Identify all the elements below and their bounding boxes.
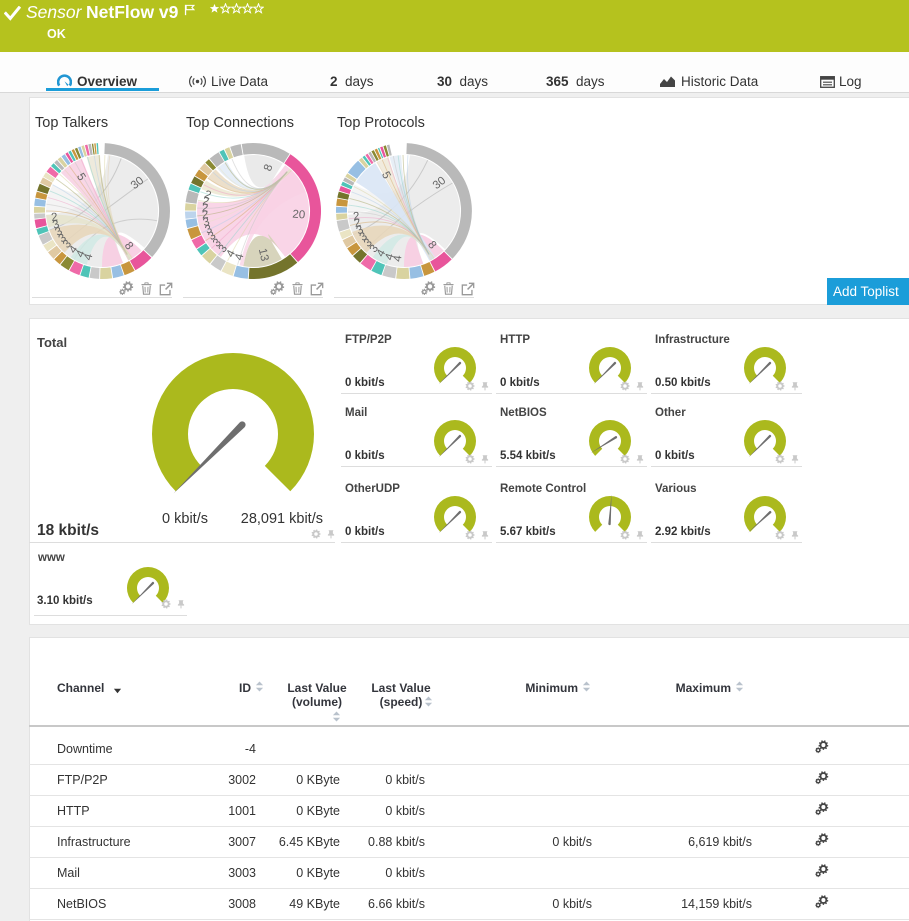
- svg-text:2: 2: [50, 211, 58, 224]
- svg-text:3: 3: [355, 224, 366, 238]
- svg-text:4: 4: [392, 254, 405, 262]
- svg-text:2: 2: [352, 210, 360, 223]
- svg-text:4: 4: [383, 252, 397, 262]
- svg-text:2: 2: [353, 217, 362, 230]
- svg-text:2: 2: [203, 189, 213, 202]
- svg-text:3: 3: [204, 223, 215, 237]
- svg-text:4: 4: [82, 252, 95, 262]
- svg-text:3: 3: [53, 225, 64, 239]
- svg-text:5: 5: [379, 170, 393, 181]
- svg-text:2: 2: [202, 202, 209, 214]
- svg-text:2: 2: [202, 195, 211, 208]
- svg-text:20: 20: [292, 208, 306, 221]
- svg-text:3: 3: [358, 230, 370, 244]
- svg-text:4: 4: [74, 248, 88, 260]
- svg-text:8: 8: [262, 163, 275, 173]
- svg-text:3: 3: [202, 216, 211, 229]
- svg-text:3: 3: [206, 230, 218, 244]
- svg-text:5: 5: [74, 171, 88, 183]
- svg-text:13: 13: [256, 247, 271, 262]
- svg-text:4: 4: [233, 252, 246, 262]
- svg-text:2: 2: [201, 209, 208, 222]
- svg-text:4: 4: [375, 247, 389, 259]
- svg-text:3: 3: [51, 218, 61, 231]
- svg-text:4: 4: [224, 248, 238, 260]
